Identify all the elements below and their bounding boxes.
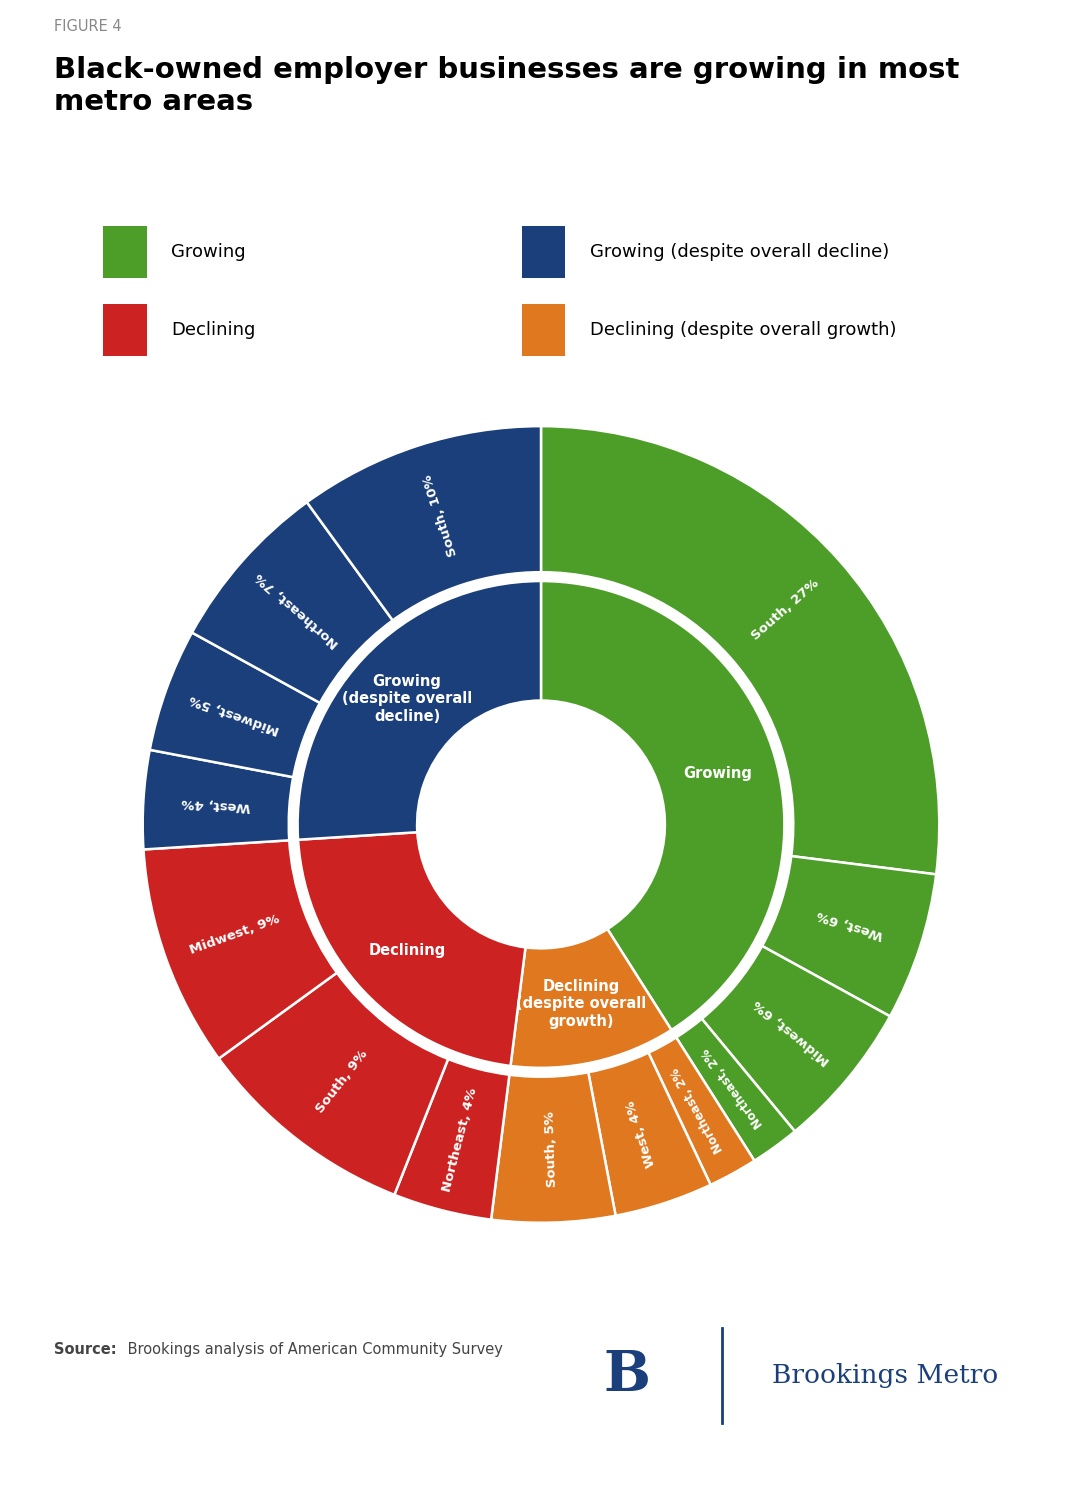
Text: Midwest, 6%: Midwest, 6% xyxy=(751,997,832,1067)
Text: South, 10%: South, 10% xyxy=(421,472,460,558)
Text: Midwest, 9%: Midwest, 9% xyxy=(188,913,281,956)
Text: Declining: Declining xyxy=(369,943,446,958)
Text: Growing
(despite overall
decline): Growing (despite overall decline) xyxy=(342,675,472,724)
Text: Growing: Growing xyxy=(171,243,246,261)
Wedge shape xyxy=(702,946,890,1132)
Text: Brookings analysis of American Community Survey: Brookings analysis of American Community… xyxy=(122,1342,502,1358)
Wedge shape xyxy=(219,973,448,1195)
FancyBboxPatch shape xyxy=(103,304,147,357)
Text: South, 27%: South, 27% xyxy=(749,576,821,643)
Wedge shape xyxy=(144,841,337,1058)
Text: South, 9%: South, 9% xyxy=(313,1048,370,1115)
Text: Northeast, 2%: Northeast, 2% xyxy=(669,1064,726,1154)
Text: Declining (despite overall growth): Declining (despite overall growth) xyxy=(590,321,896,339)
Text: Declining: Declining xyxy=(171,321,255,339)
Wedge shape xyxy=(307,426,541,621)
Text: Black-owned employer businesses are growing in most
metro areas: Black-owned employer businesses are grow… xyxy=(54,57,960,115)
Text: West, 4%: West, 4% xyxy=(624,1099,659,1169)
Wedge shape xyxy=(298,832,526,1066)
Text: Source:: Source: xyxy=(54,1342,117,1358)
Wedge shape xyxy=(541,426,939,874)
Text: Growing: Growing xyxy=(683,766,752,781)
Wedge shape xyxy=(394,1058,510,1220)
Wedge shape xyxy=(511,929,672,1067)
Wedge shape xyxy=(676,1019,795,1160)
Text: Northeast, 7%: Northeast, 7% xyxy=(253,570,341,649)
Wedge shape xyxy=(192,502,393,703)
Text: Brookings Metro: Brookings Metro xyxy=(771,1363,998,1388)
Text: Declining
(despite overall
growth): Declining (despite overall growth) xyxy=(516,979,646,1028)
Wedge shape xyxy=(762,856,936,1016)
Text: South, 5%: South, 5% xyxy=(543,1111,559,1187)
Wedge shape xyxy=(648,1037,754,1184)
Text: West, 4%: West, 4% xyxy=(182,796,251,812)
Wedge shape xyxy=(589,1052,711,1216)
Wedge shape xyxy=(491,1072,616,1223)
Text: B: B xyxy=(604,1348,651,1403)
Text: FIGURE 4: FIGURE 4 xyxy=(54,19,121,34)
Wedge shape xyxy=(143,750,293,850)
Text: Midwest, 5%: Midwest, 5% xyxy=(188,693,281,736)
FancyBboxPatch shape xyxy=(103,226,147,279)
Wedge shape xyxy=(298,582,541,839)
FancyBboxPatch shape xyxy=(522,226,565,279)
Text: West, 6%: West, 6% xyxy=(816,908,885,941)
Wedge shape xyxy=(149,633,320,776)
Text: Northeast, 2%: Northeast, 2% xyxy=(699,1045,765,1130)
Text: Growing (despite overall decline): Growing (despite overall decline) xyxy=(590,243,889,261)
Text: Northeast, 4%: Northeast, 4% xyxy=(440,1087,479,1193)
FancyBboxPatch shape xyxy=(522,304,565,357)
Wedge shape xyxy=(541,582,784,1030)
